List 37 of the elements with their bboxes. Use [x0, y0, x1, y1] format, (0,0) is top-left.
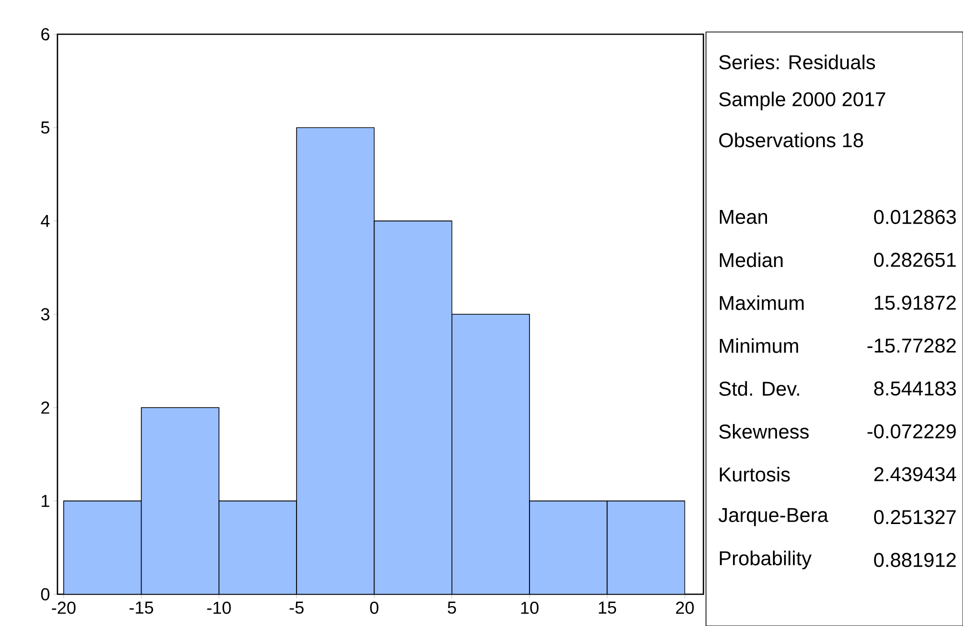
data-label: 0.282651: [874, 252, 956, 267]
category-label: Maximum: [720, 295, 804, 310]
text: Sample 2000 2017: [719, 92, 886, 110]
x-tick-label: 20: [676, 602, 694, 614]
data-label: -0.072229: [868, 424, 956, 438]
y-tick-label: 0: [41, 588, 50, 600]
category-label: Std. Dev.: [719, 381, 800, 396]
category-label: Mean: [720, 210, 768, 224]
category-label: Median: [720, 252, 783, 268]
x-tick-label: 15: [598, 602, 616, 614]
text: Series: Residuals: [719, 54, 875, 70]
y-tick-label: 6: [41, 28, 50, 40]
y-tick-label: 4: [40, 214, 50, 227]
y-tick-label: 2: [41, 402, 50, 414]
text: Observations 18: [719, 132, 863, 148]
data-label: 2.439434: [874, 467, 956, 482]
y-tick-label: 5: [41, 122, 50, 134]
y-tick-label: 1: [42, 494, 50, 507]
data-label: 0.881912: [874, 552, 956, 568]
category-label: Probability: [720, 550, 812, 570]
category-label: Jarque-Bera: [718, 508, 828, 526]
x-tick-label: -5: [290, 602, 304, 614]
x-tick-label: 0: [370, 602, 378, 614]
category-label: Kurtosis: [720, 466, 790, 482]
x-tick-label: 10: [521, 602, 539, 614]
category-label: Skewness: [719, 424, 809, 439]
x-tick-label: -10: [207, 602, 231, 614]
data-label: -15.77282: [868, 338, 956, 353]
data-label: 8.544183: [874, 381, 956, 396]
data-label: 15.91872: [874, 296, 956, 310]
x-tick-label: 5: [448, 602, 456, 614]
data-label: 0.251327: [874, 510, 956, 524]
y-tick-label: 3: [41, 308, 50, 320]
x-tick-label: -15: [130, 602, 154, 614]
data-label: 0.012863: [874, 210, 956, 224]
x-tick-label: -20: [52, 602, 76, 614]
category-label: Minimum: [720, 338, 798, 353]
